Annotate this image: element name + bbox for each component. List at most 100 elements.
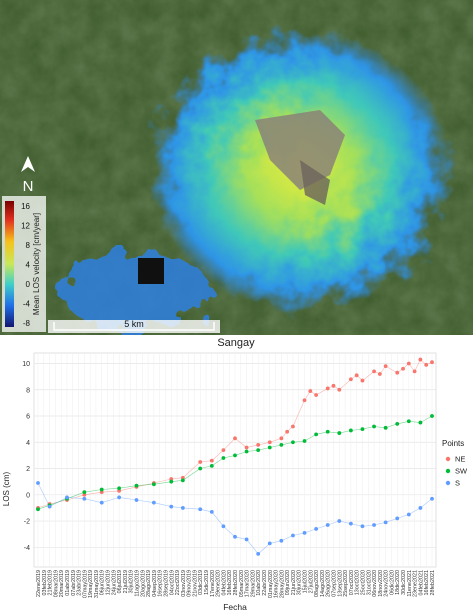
x-tick-label: 31may2019 (94, 570, 100, 598)
data-point-sw (169, 479, 174, 484)
data-point-sw (151, 482, 156, 487)
x-tick-label: 16feb2020 (227, 570, 233, 595)
x-tick-label: 07abr2019 (71, 570, 77, 596)
north-label: N (23, 178, 34, 195)
x-tick-label: 28feb2021 (430, 570, 436, 595)
data-point-sw (302, 439, 307, 443)
data-point-sw (256, 448, 261, 453)
x-tick-label: 20mar2019 (59, 570, 65, 597)
data-point-ne (291, 424, 295, 429)
data-point-sw (418, 420, 423, 425)
x-tick-label: 27jul2020 (308, 570, 314, 593)
x-tick-label: 15jul2020 (303, 570, 309, 593)
data-point-s (348, 521, 353, 526)
y-tick-label: 8 (26, 387, 30, 394)
x-tick-label: 10abr2020 (256, 570, 262, 596)
data-point-s (406, 512, 411, 517)
data-point-ne (406, 361, 411, 366)
data-point-s (169, 504, 174, 509)
insar-velocity-map: N Mean LOS velocity [cm/year] 16 12 8 4 0 -4 -… (0, 0, 473, 335)
x-tick-label: 25sep2020 (343, 570, 349, 597)
x-tick-label: 03dic2019 (198, 570, 204, 595)
data-point-sw (337, 431, 342, 435)
x-tick-label: 12jun2019 (106, 570, 112, 595)
x-tick-label: 03feb2019 (42, 570, 48, 595)
data-point-sw (180, 478, 185, 483)
legend-marker-s (445, 480, 451, 486)
x-tick-label: 13sep2020 (337, 570, 343, 597)
data-point-ne (302, 398, 307, 403)
data-point-s (209, 509, 214, 514)
data-point-ne (285, 429, 290, 434)
x-tick-label: 01abr2019 (65, 570, 71, 596)
data-point-sw (383, 425, 388, 430)
data-point-ne (354, 373, 359, 378)
y-tick-label: 6 (26, 414, 30, 421)
data-point-s (151, 500, 156, 505)
deformation-area-southwest (60, 250, 210, 330)
data-point-s (395, 516, 400, 521)
data-point-s (430, 496, 434, 501)
data-point-s (383, 520, 388, 525)
data-point-ne (372, 369, 376, 374)
data-point-ne (244, 445, 249, 450)
data-point-ne (198, 460, 203, 464)
x-tick-label: 07sep2020 (332, 570, 338, 597)
x-tick-label: 18dic2020 (395, 570, 401, 595)
data-point-s (302, 530, 307, 535)
data-point-ne (348, 377, 353, 382)
data-point-s (418, 506, 423, 510)
data-point-sw (348, 428, 353, 433)
x-tick-label: 16may2020 (274, 570, 280, 598)
y-axis-label: LOS (cm) (2, 472, 11, 507)
y-tick-label: -4 (24, 545, 30, 552)
data-point-s (233, 534, 237, 539)
data-point-ne (325, 386, 330, 391)
scale-bar: 5 km (48, 319, 220, 333)
x-tick-label: 06nov2020 (372, 570, 378, 597)
x-tick-label: 11ago2019 (135, 570, 141, 597)
x-tick-label: 31oct2020 (366, 570, 372, 595)
data-point-ne (99, 490, 104, 495)
x-tick-label: 26ago2020 (326, 570, 332, 597)
summit-crater (255, 110, 345, 190)
data-point-s (279, 538, 284, 543)
x-tick-label: 30jun2020 (297, 570, 303, 595)
data-point-s (198, 507, 203, 512)
legend-label-ne: NE (455, 455, 465, 464)
data-point-ne (256, 443, 261, 447)
x-tick-label: 28may2020 (279, 570, 285, 598)
colorbar-tick-label: 4 (26, 261, 31, 270)
data-point-ne (209, 458, 214, 463)
x-tick-label: 21feb2019 (48, 570, 54, 595)
x-axis: 22ene2019 03feb2019 21feb2019 08mar2019 20ma… (36, 570, 436, 598)
data-point-sw (233, 453, 237, 458)
x-tick-label: 24jun2019 (111, 570, 117, 595)
no-data-block (138, 258, 164, 284)
legend: Points NE SW S (442, 439, 468, 488)
x-tick-label: 24nov2020 (384, 570, 390, 597)
data-point-sw (221, 456, 226, 460)
data-point-sw (99, 487, 104, 492)
data-point-ne (331, 383, 336, 388)
data-point-s (337, 519, 342, 523)
data-point-ne (360, 378, 365, 383)
x-tick-label: 01may2020 (268, 570, 274, 598)
x-tick-label: 07oct2020 (349, 570, 355, 595)
data-point-sw (360, 427, 365, 432)
y-tick-label: 2 (26, 466, 30, 473)
x-tick-label: 21nov2019 (192, 570, 198, 597)
data-point-ne (117, 488, 122, 493)
data-point-ne (82, 492, 87, 497)
data-point-s (47, 504, 52, 509)
data-point-s (134, 498, 139, 502)
legend-label-sw: SW (455, 467, 468, 476)
x-tick-label: 22oct2019 (175, 570, 181, 595)
legend-marker-ne (445, 456, 451, 462)
data-point-ne (383, 364, 388, 369)
x-tick-label: 06jul2019 (117, 570, 123, 593)
data-point-sw (395, 421, 400, 426)
x-tick-label: 17mar2020 (245, 570, 251, 597)
x-tick-label: 30dic2020 (401, 570, 407, 595)
data-point-s (180, 506, 185, 510)
